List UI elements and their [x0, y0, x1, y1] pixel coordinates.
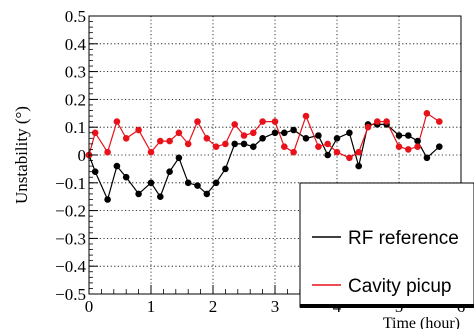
data-point: [135, 126, 142, 134]
data-point: [222, 165, 229, 173]
data-point: [231, 121, 238, 128]
data-point: [436, 143, 443, 150]
y-tick-label: −0.3: [55, 229, 86, 248]
data-point: [346, 129, 353, 137]
data-point: [315, 132, 322, 139]
data-point: [194, 118, 201, 125]
series-layer: [85, 110, 443, 203]
legend-label-cavity-picup: Cavity picup: [348, 276, 452, 297]
data-point: [113, 118, 121, 125]
data-point: [355, 148, 363, 156]
legend-label-rf-reference: RF reference: [348, 228, 459, 249]
data-point: [166, 168, 173, 175]
data-point: [395, 143, 403, 150]
y-axis-label: Unstability (°): [12, 106, 31, 204]
legend: RF reference Cavity picup: [299, 182, 474, 308]
data-point: [302, 112, 310, 120]
data-point: [104, 196, 111, 203]
data-point: [212, 179, 220, 187]
data-point: [122, 173, 130, 181]
y-tick-label: 0.1: [65, 118, 86, 137]
data-point: [423, 110, 431, 117]
data-point: [281, 143, 288, 150]
legend-box: [299, 182, 474, 308]
data-point: [405, 132, 412, 139]
data-point: [395, 132, 403, 139]
data-point: [364, 123, 372, 131]
data-point: [113, 162, 121, 170]
data-point: [355, 162, 363, 170]
data-point: [194, 182, 201, 189]
x-tick-label: 2: [209, 297, 218, 316]
data-point: [271, 118, 279, 125]
data-point: [423, 154, 431, 162]
data-point: [290, 126, 297, 134]
data-point: [290, 148, 297, 156]
data-point: [104, 148, 111, 156]
data-point: [333, 148, 341, 156]
data-point: [374, 118, 381, 125]
data-point: [259, 118, 266, 125]
data-point: [175, 154, 183, 162]
data-point: [212, 143, 220, 150]
data-point: [222, 140, 229, 148]
y-tick-label: 0.3: [65, 63, 86, 82]
x-tick-label: 1: [147, 297, 156, 316]
data-point: [135, 190, 142, 198]
data-point: [281, 129, 288, 137]
data-point: [405, 146, 412, 153]
data-point: [157, 193, 164, 200]
data-point: [203, 135, 211, 142]
x-tick-label: 3: [271, 297, 280, 316]
x-axis-label: Time (hour): [383, 315, 460, 329]
data-point: [147, 179, 155, 187]
data-point: [271, 129, 279, 137]
data-point: [250, 143, 257, 150]
data-point: [147, 148, 155, 156]
y-tick-label: −0.2: [55, 202, 86, 221]
y-tick-label: 0.4: [65, 35, 87, 54]
y-tick-label: −0.1: [55, 174, 86, 193]
legend-shadow: [300, 304, 474, 308]
data-point: [184, 179, 192, 187]
data-point: [346, 154, 353, 162]
data-point: [175, 129, 183, 137]
data-point: [157, 137, 164, 145]
y-tick-label: −0.4: [55, 257, 86, 276]
data-point: [91, 168, 99, 175]
data-point: [250, 129, 257, 137]
data-point: [231, 140, 238, 148]
data-point: [324, 151, 332, 159]
data-point: [259, 135, 266, 142]
y-tick-label: −0.5: [55, 285, 86, 304]
data-point: [436, 118, 443, 125]
data-point: [122, 135, 130, 142]
data-point: [240, 132, 248, 139]
y-tick-label: 0.2: [65, 90, 86, 109]
data-point: [203, 190, 211, 198]
data-point: [414, 137, 421, 145]
data-point: [315, 143, 322, 150]
data-point: [414, 143, 421, 150]
data-point: [324, 140, 332, 148]
data-point: [184, 140, 192, 148]
data-point: [333, 135, 341, 142]
data-point: [166, 137, 173, 145]
data-point: [302, 135, 310, 142]
data-point: [91, 129, 99, 137]
y-tick-label: 0.5: [65, 7, 86, 26]
data-point: [383, 118, 390, 125]
data-point: [240, 140, 248, 148]
y-tick-label: 0: [78, 146, 87, 165]
x-tick-label: 0: [85, 297, 94, 316]
